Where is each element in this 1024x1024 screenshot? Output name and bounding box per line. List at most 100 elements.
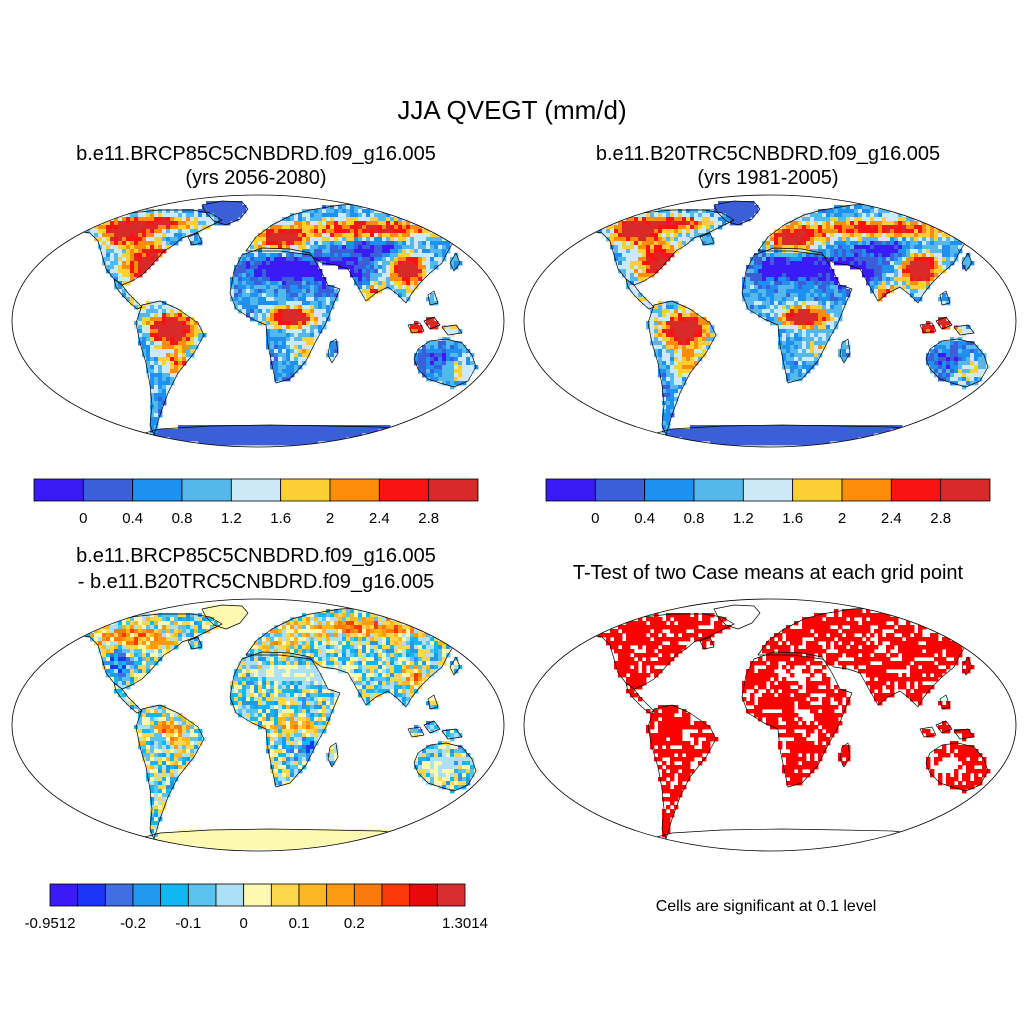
coastline-island xyxy=(423,720,441,734)
coastline-africa xyxy=(741,651,853,788)
future-mean-map xyxy=(11,194,505,448)
colorbar-box xyxy=(49,883,79,907)
panel2-title: b.e11.B20TRC5CNBDRD.f09_g16.005 xyxy=(595,143,941,165)
coastline-samerica xyxy=(135,704,205,840)
panel1-subtitle: (yrs 2056-2080) xyxy=(185,167,327,189)
colorbar-box xyxy=(693,478,744,502)
colorbar-tick-label: 0 xyxy=(79,510,87,527)
coastline-island xyxy=(499,782,504,798)
coastline-greenland xyxy=(713,200,761,226)
coastline-africa xyxy=(741,247,853,384)
panel3-title: b.e11.BRCP85C5CNBDRD.f09_g16.005 xyxy=(76,545,436,567)
colorbar-box xyxy=(409,883,438,907)
colorbar-tick-label: 0.4 xyxy=(634,510,655,527)
coastline-island xyxy=(699,232,715,246)
coastline-island xyxy=(441,324,463,336)
coastline-island xyxy=(1011,782,1016,798)
field-colorbar-left: 0 0.4 0.8 1.2 1.6 2 2.4 2.8 xyxy=(33,478,479,527)
coastline-island xyxy=(699,636,715,650)
colorbar-box xyxy=(280,478,331,502)
difference-colorbar: -0.9512 -0.2 -0.1 0 0.1 0.2 1.3014 xyxy=(25,883,488,932)
coastline-greenland xyxy=(201,200,249,226)
coastline-island xyxy=(427,694,439,710)
historical-mean-map xyxy=(523,194,1017,448)
colorbar-box xyxy=(594,478,646,502)
coastline-samerica xyxy=(647,300,717,436)
colorbar-tick-label: 2.8 xyxy=(418,510,439,527)
colorbar-tick-label: 2.4 xyxy=(369,510,390,527)
coastline-madagascar xyxy=(839,742,851,768)
colorbar-box xyxy=(644,478,695,502)
colorbar-tick-label: 0 xyxy=(591,510,599,527)
colorbar-box xyxy=(104,883,134,907)
coastline-island xyxy=(407,726,425,738)
colorbar-tick-label: 2 xyxy=(838,510,846,527)
colorbar-box xyxy=(545,478,596,502)
colorbar-tick-label: -0.9512 xyxy=(25,915,76,932)
coastline-camerica xyxy=(113,278,143,310)
coastline-island xyxy=(1011,378,1016,394)
coastline-island xyxy=(961,252,973,272)
colorbar-tick-label: 1.6 xyxy=(270,510,291,527)
coastline-island xyxy=(441,728,463,740)
colorbar-box xyxy=(353,883,383,907)
coastline-australia xyxy=(925,338,989,388)
coastline-island xyxy=(427,290,439,306)
panel2-subtitle: (yrs 1981-2005) xyxy=(697,167,839,189)
colorbar-tick-label: 0.8 xyxy=(172,510,193,527)
colorbar-box xyxy=(329,478,380,502)
coastline-camerica xyxy=(113,682,143,714)
difference-map xyxy=(11,598,505,852)
coastline-island xyxy=(423,316,441,330)
colorbar-box xyxy=(890,478,942,502)
coastline-samerica xyxy=(647,704,717,840)
colorbar-box xyxy=(132,478,183,502)
colorbar-tick-label: 0.1 xyxy=(289,915,310,932)
coastline-island xyxy=(187,232,203,246)
colorbar-tick-label: 1.2 xyxy=(733,510,754,527)
colorbar-tick-label: 0 xyxy=(239,915,247,932)
panel1-title: b.e11.BRCP85C5CNBDRD.f09_g16.005 xyxy=(76,143,436,165)
coastline-africa xyxy=(229,651,341,788)
colorbar-tick-label: -0.1 xyxy=(175,915,201,932)
colorbar-tick-label: 1.6 xyxy=(782,510,803,527)
panel4-title: T-Test of two Case means at each grid po… xyxy=(572,562,964,584)
colorbar-box xyxy=(298,883,328,907)
colorbar-box xyxy=(82,478,134,502)
coastline-australia xyxy=(413,338,477,388)
colorbar-tick-label: 2.8 xyxy=(930,510,951,527)
colorbar-box xyxy=(378,478,430,502)
coastline-australia xyxy=(925,742,989,792)
ttest-significance-map xyxy=(523,598,1017,852)
coastline-greenland xyxy=(713,604,761,630)
colorbar-tick-label: 2.4 xyxy=(881,510,902,527)
colorbar-box xyxy=(33,478,84,502)
colorbar-tick-label: 0.4 xyxy=(122,510,143,527)
coastline-madagascar xyxy=(839,338,851,364)
coastline-island xyxy=(961,656,973,676)
colorbar-box xyxy=(77,883,106,907)
coastline-island xyxy=(939,694,951,710)
colorbar-box xyxy=(132,883,162,907)
coastline-island xyxy=(935,720,953,734)
coastline-island xyxy=(939,290,951,306)
map-frame xyxy=(523,194,1017,448)
colorbar-box xyxy=(326,883,355,907)
coastline-island xyxy=(919,726,937,738)
coastline-island xyxy=(919,322,937,334)
colorbar-tick-label: 2 xyxy=(326,510,334,527)
coastline-island xyxy=(499,378,504,394)
colorbar-tick-label: 0.2 xyxy=(344,915,365,932)
coastline-island xyxy=(449,252,461,272)
colorbar-tick-label: 1.2 xyxy=(221,510,242,527)
coastline-samerica xyxy=(135,300,205,436)
colorbar-box xyxy=(428,478,479,502)
coastline-island xyxy=(953,728,975,740)
colorbar-tick-label: 0.8 xyxy=(684,510,705,527)
colorbar-box xyxy=(181,478,232,502)
coastline-island xyxy=(449,656,461,676)
colorbar-box xyxy=(160,883,189,907)
coastline-island xyxy=(935,316,953,330)
colorbar-box xyxy=(187,883,217,907)
coastline-madagascar xyxy=(327,338,339,364)
